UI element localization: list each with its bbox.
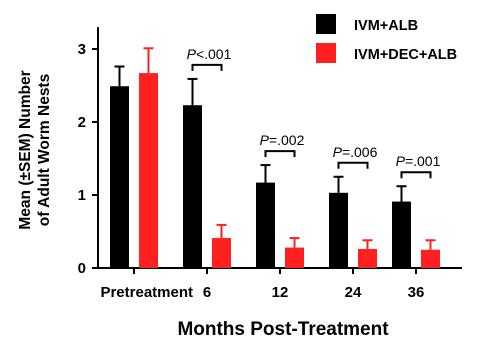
bar (110, 86, 129, 268)
p-value-symbol: P (396, 153, 406, 169)
bar (285, 247, 304, 268)
x-tick-label: 12 (272, 284, 289, 301)
p-value-label: P<.001 (187, 46, 232, 62)
significance-bracket (337, 161, 369, 169)
bar (329, 192, 348, 268)
p-value-symbol: P (187, 46, 197, 62)
bar (256, 182, 275, 268)
bar (139, 73, 158, 268)
y-axis-title-line: Mean (±SEM) Number (17, 70, 34, 229)
legend-label: IVM+DEC+ALB (354, 47, 457, 63)
y-axis-title-line: of Adult Worm Nests (36, 74, 53, 226)
x-tick-label: Pretreatment (100, 284, 193, 301)
legend-label: IVM+ALB (354, 18, 418, 34)
x-tick-label: 24 (345, 284, 362, 301)
bar (212, 238, 231, 268)
legend: IVM+ALB IVM+DEC+ALB (316, 14, 457, 63)
y-axis-title: Mean (±SEM) Number of Adult Worm Nests (17, 70, 53, 229)
p-value-number: <.001 (196, 46, 232, 62)
x-tick-label: 36 (408, 284, 425, 301)
y-tick-label: 0 (78, 260, 86, 277)
legend-swatch (316, 14, 336, 34)
y-axis: 0 1 2 3 (78, 27, 99, 277)
y-axis-title-text: Mean (±SEM) Number of Adult Worm Nests (17, 70, 53, 229)
legend-swatch (316, 43, 336, 63)
y-tick-label: 1 (78, 187, 86, 204)
x-tick-label: 6 (203, 284, 211, 301)
bar (421, 249, 440, 268)
significance-bracket (191, 63, 223, 71)
bar (183, 105, 202, 269)
bar (392, 201, 411, 268)
significance-bracket (264, 150, 296, 158)
bar (358, 249, 377, 268)
p-value-symbol: P (333, 144, 343, 160)
bars (110, 47, 440, 269)
significance-bracket (400, 171, 432, 179)
p-value-label: P=.002 (260, 132, 305, 148)
y-tick-label: 3 (78, 41, 86, 58)
p-value-number: =.001 (405, 153, 441, 169)
p-value-number: =.006 (342, 144, 378, 160)
p-value-label: P=.006 (333, 144, 378, 160)
x-axis: Pretreatment 6 12 24 36 (98, 267, 462, 301)
p-value-number: =.002 (269, 132, 305, 148)
y-tick-label: 2 (78, 114, 86, 131)
p-value-symbol: P (260, 132, 270, 148)
p-value-label: P=.001 (396, 153, 441, 169)
x-axis-title: Months Post-Treatment (177, 319, 389, 340)
